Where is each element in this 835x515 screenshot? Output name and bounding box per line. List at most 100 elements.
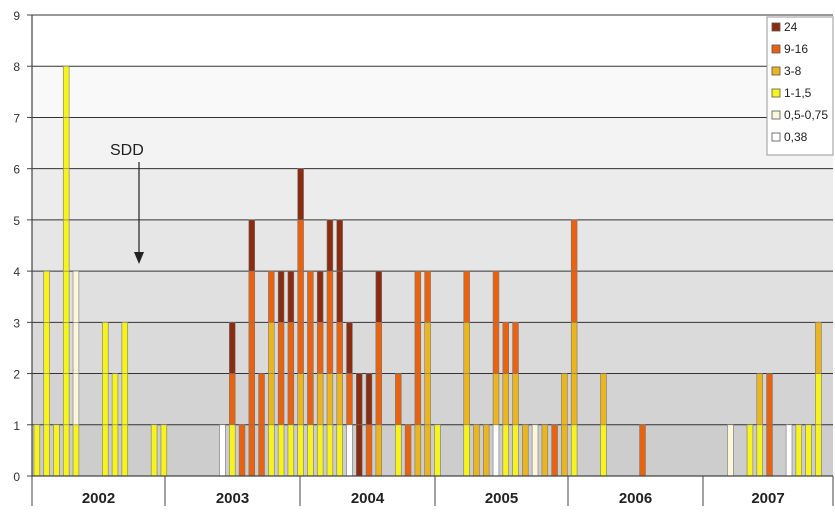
bar-segment (639, 424, 646, 477)
legend-label: 24 (784, 20, 798, 34)
year-label: 2006 (619, 490, 652, 507)
bar-segment (326, 322, 334, 374)
bar-segment (346, 322, 353, 374)
bar-segment (121, 424, 129, 477)
bar-segment (238, 424, 246, 477)
bar-segment (336, 322, 343, 374)
bar-segment (111, 373, 119, 426)
bar-segment (62, 65, 70, 118)
bar-segment (512, 322, 519, 374)
bar-segment (512, 373, 519, 426)
bar-segment (463, 270, 470, 323)
bar-segment (785, 424, 793, 477)
legend-swatch (771, 132, 781, 142)
bar-segment (160, 424, 168, 477)
bar-segment (375, 322, 383, 374)
bar-segment (277, 373, 285, 426)
bar-segment (62, 270, 70, 323)
bar-segment (766, 373, 773, 426)
background-band (32, 15, 833, 67)
bar-segment (219, 424, 226, 477)
background-band (32, 373, 833, 425)
bar-segment (229, 373, 236, 426)
legend-swatch (771, 22, 781, 32)
bar-segment (815, 424, 822, 477)
bar-segment (375, 373, 383, 426)
bar-segment (815, 373, 822, 426)
bar-segment (561, 424, 568, 477)
year-label: 2003 (216, 490, 249, 507)
bar-segment (307, 322, 314, 374)
bar-segment (62, 117, 70, 169)
bar-segment (121, 373, 129, 426)
bar-segment (336, 219, 343, 272)
bar-segment (229, 424, 236, 477)
legend-label: 3-8 (784, 64, 802, 78)
bar-segment (551, 424, 558, 477)
bar-segment (346, 373, 353, 426)
bar-segment (356, 424, 363, 477)
bar-segment (805, 424, 812, 477)
bar-segment (258, 373, 265, 426)
y-tick-label: 6 (13, 163, 20, 177)
bar-segment (570, 219, 578, 272)
bar-segment (326, 270, 334, 323)
bar-segment (287, 424, 295, 477)
bar-segment (756, 373, 763, 426)
bar-segment (72, 322, 80, 374)
bar-segment (297, 270, 304, 323)
bar-segment (356, 373, 363, 426)
bar-segment (766, 424, 773, 477)
bar-segment (62, 219, 70, 272)
bar-segment (795, 424, 803, 477)
background-band (32, 271, 833, 323)
background-band (32, 66, 833, 118)
bar-segment (248, 219, 256, 272)
legend-box (766, 16, 834, 156)
y-tick-label: 1 (13, 419, 20, 433)
bar-segment (43, 322, 50, 374)
bar-segment (316, 322, 324, 374)
year-label: 2005 (485, 490, 518, 507)
bar-segment (541, 424, 549, 477)
bar-segment (297, 322, 304, 374)
bar-segment (336, 424, 343, 477)
bar-segment (277, 270, 285, 323)
bar-segment (62, 322, 70, 374)
bar-segment (365, 373, 373, 426)
bar-segment (404, 424, 412, 477)
bar-segment (277, 322, 285, 374)
bar-segment (746, 424, 754, 477)
y-tick-label: 8 (13, 60, 20, 74)
bar-segment (307, 373, 314, 426)
bar-segment (600, 424, 607, 477)
bar-segment (326, 219, 334, 272)
bar-segment (375, 424, 383, 477)
bar-segment (297, 168, 304, 221)
background-band (32, 219, 833, 272)
year-label: 2007 (751, 490, 784, 507)
bar-segment (102, 322, 109, 374)
bar-segment (62, 373, 70, 426)
bar-segment (463, 424, 470, 477)
bar-segment (570, 322, 578, 374)
bar-segment (815, 322, 822, 374)
bar-segment (268, 424, 275, 477)
legend-label: 0,38 (784, 130, 808, 144)
y-tick-label: 9 (13, 9, 20, 23)
bar-segment (424, 322, 431, 374)
y-tick-label: 2 (13, 368, 20, 382)
legend-swatch (771, 44, 781, 54)
bar-segment (248, 322, 256, 374)
bar-segment (463, 322, 470, 374)
bar-segment (297, 424, 304, 477)
bar-segment (522, 424, 529, 477)
bar-segment (62, 168, 70, 221)
legend-swatch (771, 110, 781, 120)
legend-label: 0,5-0,75 (784, 108, 828, 122)
bar-segment (121, 322, 129, 374)
legend-label: 9-16 (784, 42, 808, 56)
y-tick-label: 0 (13, 470, 20, 484)
